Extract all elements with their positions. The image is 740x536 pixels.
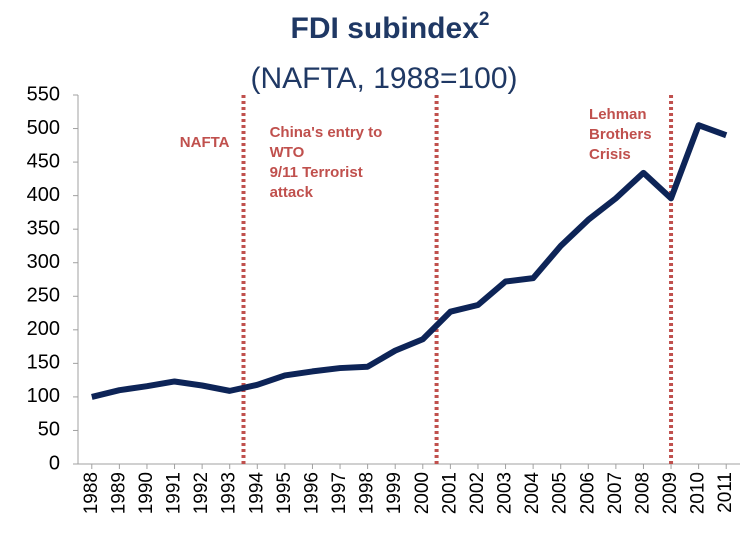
event-label: WTO xyxy=(270,144,305,161)
x-tick-label: 1993 xyxy=(219,472,240,514)
x-tick-label: 1996 xyxy=(301,472,322,514)
y-tick-label: 300 xyxy=(27,251,60,273)
x-tick-label: 2001 xyxy=(439,472,460,514)
event-label: attack xyxy=(270,184,314,201)
event-label: Lehman xyxy=(589,106,647,123)
x-tick-label: 2007 xyxy=(605,472,626,514)
x-tick-label: 2005 xyxy=(550,472,571,514)
y-tick-label: 50 xyxy=(38,419,60,441)
chart-title: FDI subindex2 xyxy=(291,9,490,45)
y-tick-label: 200 xyxy=(27,318,60,340)
x-tick-label: 1990 xyxy=(136,472,157,514)
y-tick-label: 500 xyxy=(27,117,60,139)
x-tick-label: 1994 xyxy=(246,472,267,515)
y-tick-label: 150 xyxy=(27,352,60,374)
y-tick-label: 250 xyxy=(27,285,60,307)
x-tick-label: 2008 xyxy=(632,472,653,514)
title-superscript: 2 xyxy=(479,9,490,30)
event-label: Crisis xyxy=(589,146,631,163)
chart-subtitle: (NAFTA, 1988=100) xyxy=(250,62,517,95)
x-tick-label: 1995 xyxy=(274,472,295,514)
data-line xyxy=(91,122,728,400)
x-tick-label: 1989 xyxy=(108,472,129,514)
x-tick-label: 1992 xyxy=(191,472,212,514)
x-tick-label: 1997 xyxy=(329,472,350,514)
x-tick-label: 2004 xyxy=(522,472,543,515)
x-tick-label: 2010 xyxy=(688,472,709,514)
x-tick-label: 1988 xyxy=(81,472,102,514)
x-tick-label: 1998 xyxy=(357,472,378,514)
x-tick-label: 2006 xyxy=(577,472,598,514)
x-tick-label: 2009 xyxy=(660,472,681,514)
x-tick-label: 2002 xyxy=(467,472,488,514)
y-tick-label: 350 xyxy=(27,217,60,239)
y-tick-label: 0 xyxy=(49,452,60,474)
x-tick-label: 2003 xyxy=(495,472,516,514)
x-tick-label: 1991 xyxy=(164,472,185,514)
event-label: NAFTA xyxy=(180,134,230,151)
title-text: FDI subindex xyxy=(291,12,480,45)
y-tick-label: 100 xyxy=(27,385,60,407)
event-label: 9/11 Terrorist xyxy=(270,164,363,181)
x-tick-label: 2011 xyxy=(715,472,736,513)
y-tick-label: 450 xyxy=(27,150,60,172)
x-tick-label: 2000 xyxy=(412,472,433,514)
event-label: Brothers xyxy=(589,126,652,143)
y-tick-label: 400 xyxy=(27,184,60,206)
x-tick-label: 1999 xyxy=(384,472,405,514)
event-label: China's entry to xyxy=(270,124,383,141)
y-tick-label: 550 xyxy=(27,83,60,105)
